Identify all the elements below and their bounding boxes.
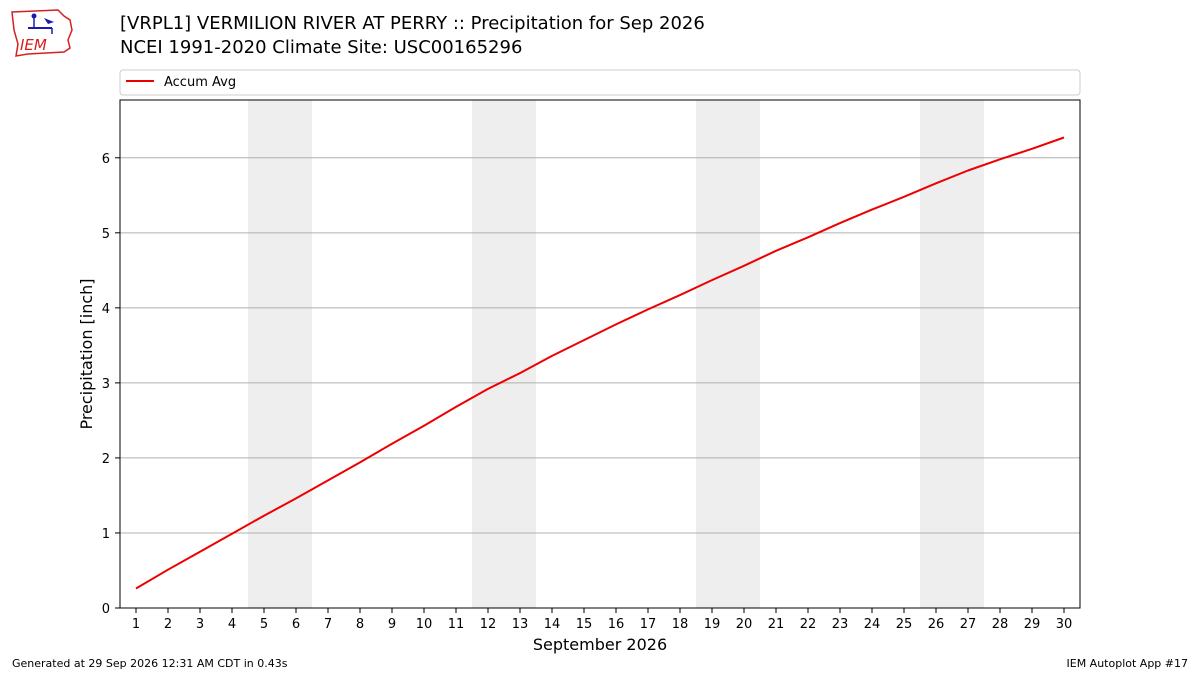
x-tick-label: 7 (324, 617, 332, 632)
x-tick-label: 11 (448, 617, 465, 632)
x-tick-label: 27 (960, 617, 977, 632)
x-tick-label: 13 (512, 617, 529, 632)
legend-box (119, 69, 1081, 96)
x-tick-label: 21 (768, 617, 785, 632)
chart-subtitle: NCEI 1991-2020 Climate Site: USC00165296 (120, 37, 523, 58)
y-tick-label: 6 (102, 152, 110, 167)
y-tick-label: 5 (102, 227, 110, 242)
y-tick-label: 3 (102, 377, 110, 392)
x-tick-label: 22 (800, 617, 817, 632)
legend: Accum Avg (119, 69, 1081, 96)
x-tick-label: 15 (576, 617, 593, 632)
x-tick-label: 25 (896, 617, 913, 632)
app-label: IEM Autoplot App #17 (1066, 657, 1189, 670)
iem-logo: IEM (11, 9, 73, 57)
x-tick-label: 24 (864, 617, 881, 632)
x-tick-label: 16 (608, 617, 625, 632)
generated-timestamp: Generated at 29 Sep 2026 12:31 AM CDT in… (12, 657, 288, 670)
x-tick-label: 5 (260, 617, 268, 632)
x-tick-label: 12 (480, 617, 497, 632)
x-tick-label: 2 (164, 617, 172, 632)
x-axis-label: September 2026 (533, 635, 667, 654)
weekend-band (696, 100, 760, 608)
x-tick-label: 8 (356, 617, 364, 632)
x-tick-label: 30 (1056, 617, 1073, 632)
y-tick-label: 4 (102, 302, 110, 317)
x-tick-label: 9 (388, 617, 396, 632)
x-tick-label: 6 (292, 617, 300, 632)
x-tick-label: 26 (928, 617, 945, 632)
x-tick-label: 20 (736, 617, 753, 632)
x-tick-label: 29 (1024, 617, 1041, 632)
y-tick-label: 0 (102, 602, 110, 617)
y-axis-label: Precipitation [inch] (77, 278, 96, 429)
weekend-band (472, 100, 536, 608)
x-tick-label: 19 (704, 617, 721, 632)
legend-label-accum-avg: Accum Avg (164, 75, 236, 90)
weekend-band (248, 100, 312, 608)
x-tick-label: 14 (544, 617, 561, 632)
svg-text:IEM: IEM (20, 36, 47, 54)
x-tick-label: 17 (640, 617, 657, 632)
x-tick-label: 28 (992, 617, 1009, 632)
x-tick-label: 10 (416, 617, 433, 632)
series-line-accum-avg (135, 136, 1065, 590)
x-tick-label: 18 (672, 617, 689, 632)
y-tick-label: 1 (102, 527, 110, 542)
x-tick-label: 23 (832, 617, 849, 632)
y-tick-label: 2 (102, 452, 110, 467)
x-tick-label: 1 (132, 617, 140, 632)
x-tick-label: 3 (196, 617, 204, 632)
plot-frame (119, 99, 1081, 609)
chart-title: [VRPL1] VERMILION RIVER AT PERRY :: Prec… (120, 13, 705, 34)
x-tick-label: 4 (228, 617, 236, 632)
